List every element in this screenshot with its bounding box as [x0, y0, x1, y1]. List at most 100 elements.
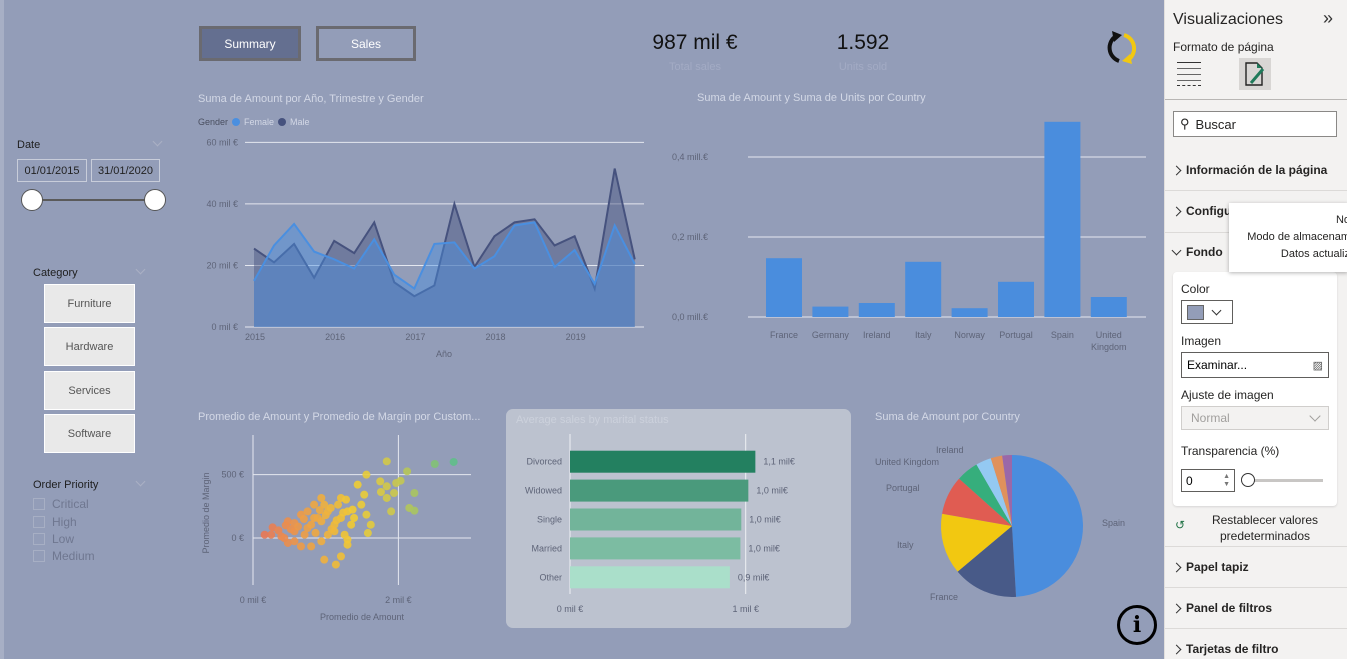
- legend-male[interactable]: Male: [290, 117, 310, 127]
- section-wallpaper[interactable]: Papel tapiz: [1171, 560, 1249, 574]
- scatter-point: [396, 476, 405, 485]
- transparency-label: Transparencia (%): [1181, 444, 1280, 458]
- pie-slice: [957, 526, 1017, 597]
- summary-button[interactable]: Summary: [199, 26, 301, 61]
- scatter-point: [326, 503, 335, 512]
- scatter-point: [320, 500, 329, 509]
- transparency-slider-handle[interactable]: [1241, 473, 1255, 487]
- section-canvas-settings[interactable]: Configu: [1171, 204, 1231, 218]
- pie-label-france: France: [930, 592, 959, 602]
- legend-female[interactable]: Female: [244, 117, 275, 127]
- section-filter-pane[interactable]: Panel de filtros: [1171, 601, 1272, 615]
- collapse-pane-icon[interactable]: »: [1323, 8, 1334, 28]
- y-tick-label: 500 €: [221, 470, 244, 480]
- scatter-point: [362, 470, 371, 479]
- refresh-icon[interactable]: [1102, 28, 1144, 68]
- pie-chart[interactable]: [864, 430, 1164, 620]
- scatter-point: [390, 489, 399, 498]
- legend-dot-male: [278, 118, 287, 126]
- browse-image-button[interactable]: Examinar... ▨: [1181, 352, 1329, 378]
- pie-slice: [1012, 455, 1083, 597]
- bar: [1090, 297, 1127, 317]
- x-tick-label: France: [770, 330, 798, 340]
- data-label: 1,0 mil€: [749, 515, 781, 525]
- marital-bar-chart[interactable]: Divorced 1,1 mil€ Widowed 1,0 mil€ Single 1,0…: [506, 409, 851, 628]
- scatter-chart[interactable]: 0 € 500 € 0 mil € 2 mil € Promedio de Amount…: [194, 425, 494, 630]
- pie-slice: [976, 458, 1012, 526]
- category-tile[interactable]: Services: [44, 371, 135, 410]
- priority-slicer-label: Order Priority: [33, 479, 99, 491]
- search-input[interactable]: ⚲ Buscar: [1173, 111, 1337, 137]
- x-tick-label: 2017: [405, 332, 425, 342]
- x-tick-label: Norway: [954, 330, 985, 340]
- pie-slice: [959, 464, 1012, 526]
- category-slicer-label: Category: [33, 267, 78, 279]
- transparency-input[interactable]: 0 ▲ ▼: [1181, 469, 1235, 492]
- report-canvas: Summary Sales 987 mil € Total sales 1.59…: [0, 0, 1164, 659]
- x-tick-label: 2 mil €: [385, 595, 412, 605]
- chevron-down-icon[interactable]: [135, 476, 146, 487]
- date-slider-end-handle[interactable]: [144, 189, 166, 211]
- scatter-point: [317, 493, 326, 502]
- scatter-point: [336, 552, 345, 561]
- scatter-point: [348, 505, 357, 514]
- pie-label-ireland: Ireland: [936, 445, 964, 455]
- scatter-point: [430, 460, 439, 469]
- units-sold-label: Units sold: [838, 61, 888, 73]
- scatter-point: [260, 530, 269, 539]
- scatter-point: [327, 525, 336, 534]
- scatter-point: [310, 500, 319, 509]
- country-bar-chart[interactable]: 0,0 mill.€ 0,2 mill.€ 0,4 mill.€ France Germ…: [664, 100, 1164, 370]
- legend-dot-female: [232, 118, 241, 126]
- x-tick-label: 2015: [245, 332, 265, 342]
- sales-button[interactable]: Sales: [316, 26, 416, 61]
- priority-checkbox[interactable]: Medium: [33, 549, 95, 563]
- data-label: 0,9 mil€: [738, 572, 770, 582]
- total-sales-label: Total sales: [669, 61, 721, 73]
- country-bar-chart-title: Suma de Amount y Suma de Units por Count…: [697, 92, 926, 104]
- scatter-point: [362, 510, 371, 519]
- scatter-chart-title: Promedio de Amount y Promedio de Margin …: [198, 411, 481, 423]
- date-slider-start-handle[interactable]: [21, 189, 43, 211]
- scatter-point: [281, 521, 290, 530]
- date-start-input[interactable]: 01/01/2015: [17, 159, 87, 182]
- section-background[interactable]: Fondo: [1171, 245, 1223, 259]
- pie-label-italy: Italy: [897, 540, 914, 550]
- info-icon[interactable]: i: [1117, 605, 1157, 645]
- y-tick-label: 0 €: [231, 533, 244, 543]
- priority-checkbox[interactable]: Critical: [33, 497, 89, 511]
- category-tile[interactable]: Software: [44, 414, 135, 453]
- x-tick-label: 1 mil €: [732, 604, 759, 614]
- area-chart[interactable]: 0 mil € 20 mil € 40 mil € 60 mil € 2015 2016 2…: [4, 0, 664, 370]
- color-picker[interactable]: [1181, 300, 1233, 324]
- section-page-info[interactable]: Información de la página: [1171, 163, 1327, 177]
- section-filter-cards[interactable]: Tarjetas de filtro: [1171, 642, 1278, 656]
- pie-label-spain: Spain: [1102, 518, 1126, 528]
- priority-checkbox[interactable]: High: [33, 515, 77, 529]
- format-page-icon[interactable]: [1239, 58, 1271, 90]
- data-label: 1,0 mil€: [756, 486, 788, 496]
- spinner-icon[interactable]: ▲ ▼: [1223, 472, 1230, 488]
- category-tile[interactable]: Hardware: [44, 327, 135, 366]
- reset-icon[interactable]: ↺: [1175, 518, 1186, 532]
- scatter-point: [290, 537, 299, 546]
- line-female: [253, 221, 636, 291]
- date-end-input[interactable]: 31/01/2020: [91, 159, 160, 182]
- scatter-point: [357, 500, 366, 509]
- priority-checkbox[interactable]: Low: [33, 532, 74, 546]
- category-tile[interactable]: Furniture: [44, 284, 135, 323]
- data-label: 1,0 mil€: [748, 543, 780, 553]
- x-tick-label: Germany: [812, 330, 850, 340]
- image-fit-label: Ajuste de imagen: [1181, 388, 1274, 402]
- y-tick-label: Single: [537, 515, 562, 525]
- scatter-point: [274, 526, 283, 535]
- image-fit-select[interactable]: Normal: [1181, 406, 1329, 430]
- x-tick-label: 2019: [566, 332, 586, 342]
- data-label: 1,1 mil€: [763, 457, 795, 467]
- scatter-point: [410, 506, 419, 515]
- reset-line: predeterminados: [1219, 529, 1311, 543]
- transparency-slider-track[interactable]: [1249, 479, 1323, 482]
- bar: [951, 308, 988, 317]
- reset-defaults-button[interactable]: Restablecer valores predeterminados: [1195, 512, 1335, 544]
- build-visual-icon[interactable]: [1177, 62, 1201, 86]
